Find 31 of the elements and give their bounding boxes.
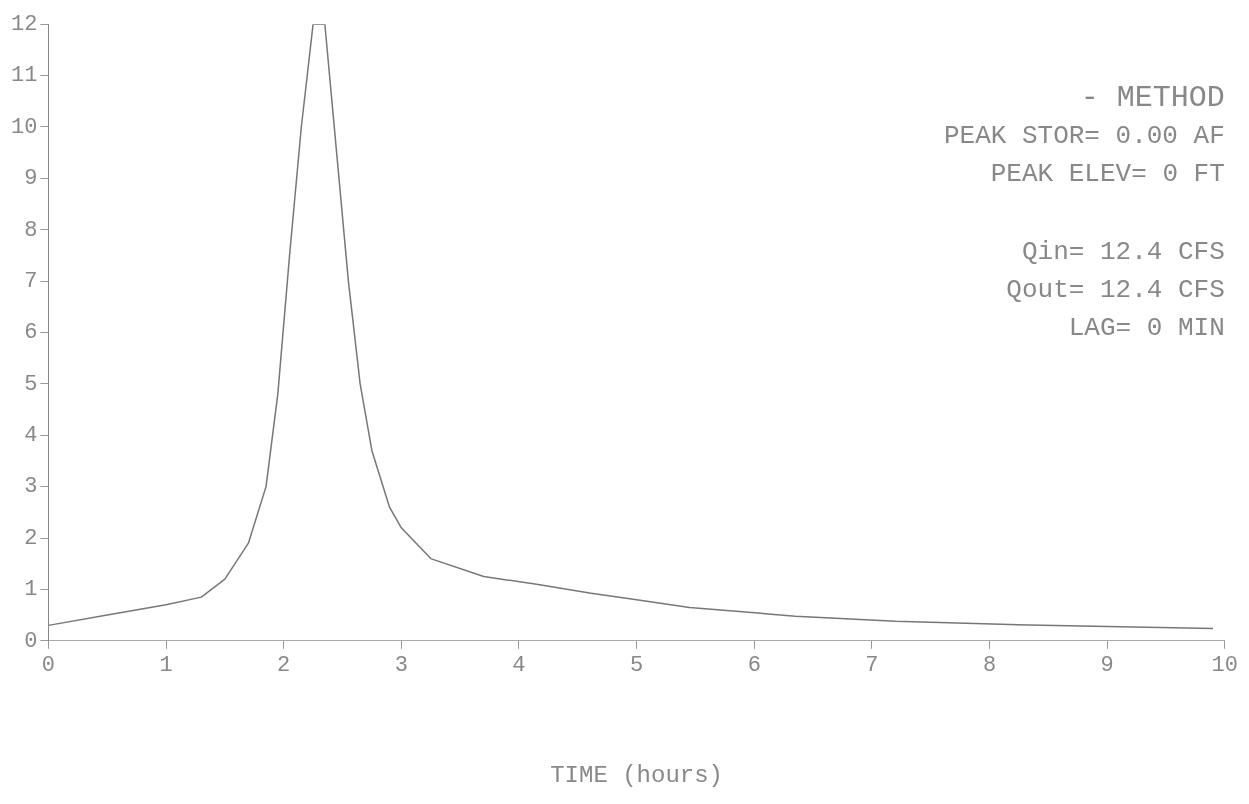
- y-tick-label: 11: [11, 63, 38, 89]
- x-tick-label: 7: [865, 652, 879, 678]
- x-tick-label: 6: [747, 652, 761, 678]
- y-tick-label: 12: [11, 12, 38, 38]
- x-tick-label: 3: [394, 652, 408, 678]
- x-tick-label: 0: [41, 652, 56, 678]
- x-tick-label: 1: [159, 652, 173, 678]
- x-tick-label: 8: [982, 652, 997, 678]
- y-tick-label: 6: [24, 320, 38, 346]
- annotation: Qout= 12.4 CFS: [1006, 274, 1225, 305]
- y-tick-label: 3: [24, 474, 38, 500]
- x-tick-label: 9: [1100, 652, 1114, 678]
- y-tick-label: 7: [24, 268, 38, 294]
- y-tick-label: 8: [24, 217, 38, 243]
- y-tick-label: 9: [24, 166, 38, 192]
- y-tick-label: 2: [24, 525, 38, 551]
- x-tick-label: 4: [512, 652, 526, 678]
- annotation: Qin= 12.4 CFS: [1021, 236, 1225, 267]
- y-tick-label: 0: [24, 628, 38, 654]
- annotation: PEAK STOR= 0.00 AF: [943, 120, 1225, 151]
- annotation: - METHOD: [1080, 80, 1225, 115]
- x-tick-label: 5: [630, 652, 644, 678]
- y-tick-label: 4: [24, 423, 38, 449]
- x-tick-label: 2: [277, 652, 291, 678]
- y-tick-label: 5: [24, 371, 38, 397]
- x-tick-label: 10: [1211, 652, 1238, 678]
- y-tick-label: 10: [11, 114, 38, 140]
- annotation: PEAK ELEV= 0 FT: [990, 158, 1225, 189]
- x-axis-title: TIME (hours): [550, 761, 724, 789]
- annotation: LAG= 0 MIN: [1068, 312, 1225, 343]
- y-tick-label: 1: [24, 577, 38, 603]
